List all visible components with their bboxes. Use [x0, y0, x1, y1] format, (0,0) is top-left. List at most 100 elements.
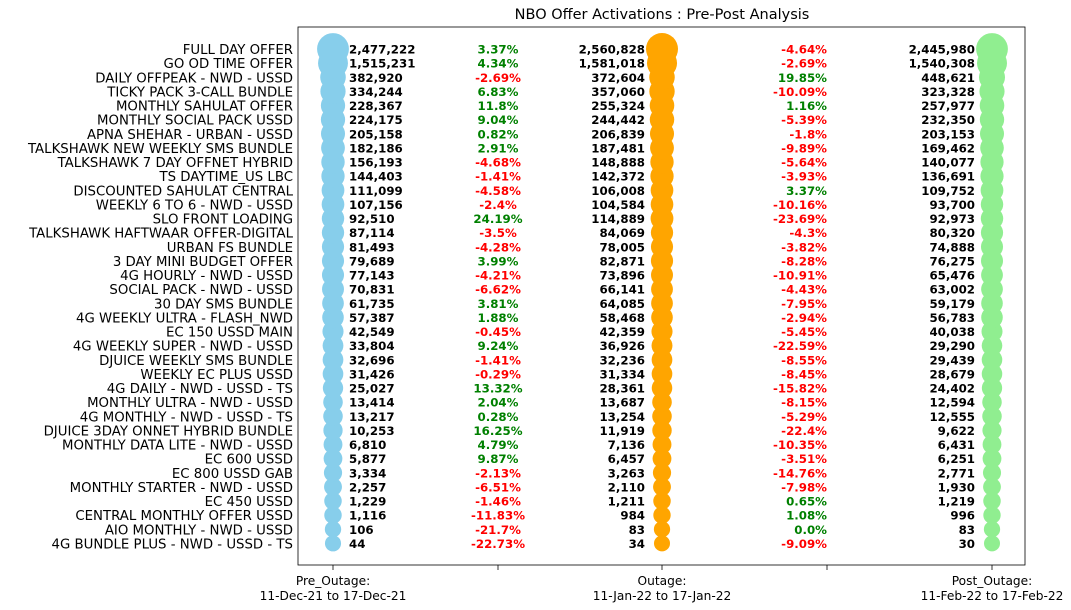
value-label-pre: 81,493: [349, 240, 395, 254]
value-label-post: 93,700: [929, 198, 975, 212]
pct-change-pre-outage: 16.25%: [473, 424, 522, 438]
pct-change-outage-post: -22.4%: [781, 424, 827, 438]
value-label-post: 1,540,308: [909, 57, 975, 71]
pct-change-outage-post: -14.76%: [773, 466, 827, 480]
pct-change-outage-post: 0.0%: [794, 523, 827, 537]
value-label-outage: 206,839: [591, 127, 645, 141]
bubble-post: [983, 492, 1001, 510]
category-label: 4G DAILY - NWD - USSD - TS: [107, 382, 293, 397]
value-label-post: 65,476: [929, 269, 975, 283]
category-label: DISCOUNTED SAHULAT CENTRAL: [73, 184, 293, 199]
bubble-post: [982, 449, 1002, 469]
value-label-outage: 64,085: [599, 297, 645, 311]
pct-change-pre-outage: -1.41%: [475, 170, 521, 184]
pct-change-outage-post: -5.45%: [781, 325, 827, 339]
value-label-post: 40,038: [929, 325, 975, 339]
pct-change-pre-outage: 3.37%: [478, 43, 519, 57]
bubble-pre: [323, 392, 343, 412]
value-label-outage: 11,919: [599, 424, 645, 438]
value-label-post: 30: [959, 537, 975, 551]
category-label: 4G MONTHLY - NWD - USSD - TS: [80, 410, 293, 425]
value-label-pre: 182,186: [349, 141, 403, 155]
bubble-pre: [324, 535, 342, 552]
value-label-outage: 2,560,828: [579, 43, 645, 57]
value-label-outage: 78,005: [599, 240, 645, 254]
value-label-pre: 13,414: [349, 396, 395, 410]
pct-change-outage-post: -7.95%: [781, 297, 827, 311]
pct-change-outage-post: -3.51%: [781, 452, 827, 466]
bubble-post: [982, 420, 1002, 440]
pct-change-pre-outage: 0.82%: [478, 127, 519, 141]
value-label-pre: 79,689: [349, 254, 395, 268]
pct-change-outage-post: -5.39%: [781, 113, 827, 127]
value-label-post: 2,771: [938, 466, 975, 480]
bubble-outage: [653, 492, 671, 510]
pct-change-pre-outage: 9.04%: [478, 113, 519, 127]
category-label: TALKSHAWK NEW WEEKLY SMS BUNDLE: [27, 142, 293, 157]
bubble-pre: [323, 449, 343, 468]
category-label: 30 DAY SMS BUNDLE: [154, 297, 293, 312]
value-label-outage: 2,110: [608, 480, 645, 494]
value-label-pre: 42,549: [349, 325, 395, 339]
value-label-post: 448,621: [921, 71, 975, 85]
pct-change-outage-post: 1.08%: [786, 509, 827, 523]
bubble-pre: [323, 435, 343, 454]
value-label-pre: 224,175: [349, 113, 403, 127]
category-label: MONTHLY SOCIAL PACK USSD: [97, 114, 293, 129]
value-label-outage: 36,926: [599, 339, 645, 353]
value-label-outage: 104,584: [591, 198, 645, 212]
category-label: MONTHLY STARTER - NWD - USSD: [70, 481, 293, 496]
pct-change-outage-post: -5.64%: [781, 156, 827, 170]
value-label-outage: 6,457: [608, 452, 645, 466]
category-label: SLO FRONT LOADING: [153, 213, 293, 228]
value-label-pre: 3,334: [349, 466, 386, 480]
bubble-post: [982, 392, 1002, 412]
pct-change-outage-post: -2.69%: [781, 57, 827, 71]
value-label-pre: 2,257: [349, 480, 386, 494]
pct-change-outage-post: -1.8%: [789, 127, 827, 141]
pct-change-outage-post: -10.16%: [773, 198, 827, 212]
pct-change-pre-outage: -3.5%: [479, 226, 517, 240]
value-label-outage: 58,468: [599, 311, 645, 325]
value-label-post: 2,445,980: [909, 43, 975, 57]
x-tick-label-post: Post_Outage:: [952, 574, 1033, 588]
pct-change-pre-outage: 3.99%: [478, 254, 519, 268]
pct-change-pre-outage: -1.46%: [475, 495, 521, 509]
value-label-outage: 32,236: [599, 353, 645, 367]
x-tick-dates-outage: 11-Jan-22 to 17-Jan-22: [593, 589, 732, 603]
pct-change-outage-post: 3.37%: [786, 184, 827, 198]
value-label-outage: 984: [620, 509, 645, 523]
value-label-outage: 255,324: [591, 99, 645, 113]
bubble-pre: [324, 492, 342, 510]
bubble-outage: [646, 33, 678, 65]
value-label-pre: 44: [349, 537, 365, 551]
pct-change-pre-outage: -4.28%: [475, 240, 521, 254]
category-label: 4G HOURLY - NWD - USSD: [120, 269, 293, 284]
value-label-pre: 382,920: [349, 71, 403, 85]
category-label: EC 600 USSD: [205, 453, 293, 468]
category-label: APNA SHEHAR - URBAN - USSD: [87, 128, 293, 143]
category-label: 4G WEEKLY ULTRA - FLASH_NWD: [76, 311, 293, 326]
pct-change-outage-post: -22.59%: [773, 339, 827, 353]
pct-change-pre-outage: 13.32%: [473, 382, 522, 396]
pct-change-pre-outage: -2.13%: [475, 466, 521, 480]
pct-change-outage-post: -2.94%: [781, 311, 827, 325]
value-label-pre: 10,253: [349, 424, 395, 438]
value-label-post: 6,251: [938, 452, 975, 466]
bubble-post: [982, 435, 1002, 454]
bubble-post: [983, 521, 1001, 538]
value-label-pre: 87,114: [349, 226, 395, 240]
value-label-post: 76,275: [929, 254, 975, 268]
value-label-post: 9,622: [938, 424, 975, 438]
value-label-post: 6,431: [938, 438, 975, 452]
pct-change-pre-outage: 1.88%: [478, 311, 519, 325]
value-label-post: 56,783: [929, 311, 975, 325]
pct-change-outage-post: -3.93%: [781, 170, 827, 184]
value-label-pre: 31,426: [349, 367, 395, 381]
pct-change-outage-post: 19.85%: [778, 71, 827, 85]
pct-change-pre-outage: 4.79%: [478, 438, 519, 452]
category-label: DAILY OFFPEAK - NWD - USSD: [95, 71, 293, 86]
category-label: TALKSHAWK HAFTWAAR OFFER-DIGITAL: [28, 227, 294, 242]
pct-change-pre-outage: -2.4%: [479, 198, 517, 212]
chart-marks: FULL DAY OFFER 2,477,222 2,560,828 2,445,98…: [27, 33, 1063, 603]
